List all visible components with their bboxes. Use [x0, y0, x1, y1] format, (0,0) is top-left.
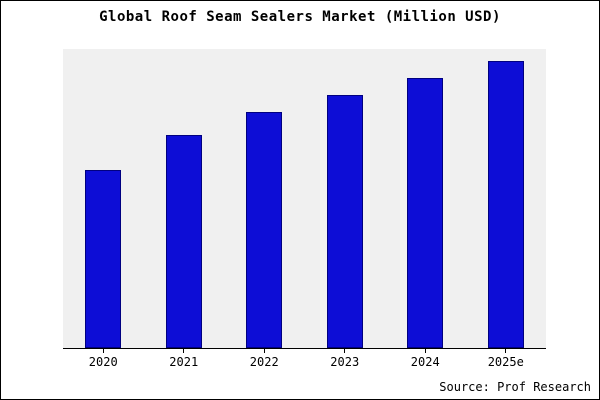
bar-column-2024	[385, 49, 466, 348]
bar-2020	[85, 169, 122, 348]
x-tick-2020: 2020	[63, 349, 144, 369]
chart-title: Global Roof Seam Sealers Market (Million…	[99, 9, 501, 25]
bar-2022	[246, 112, 283, 348]
source-credit: Source: Prof Research	[439, 380, 591, 394]
tick-mark	[505, 349, 507, 353]
x-tick-label: 2022	[249, 355, 279, 369]
bars-container	[63, 49, 546, 348]
tick-mark	[102, 349, 104, 353]
bar-column-2020	[63, 49, 144, 348]
bar-column-2025e	[466, 49, 547, 348]
bar-column-2021	[144, 49, 225, 348]
bar-2025e	[487, 60, 524, 348]
x-tick-label: 2021	[169, 355, 199, 369]
tick-mark	[424, 349, 426, 353]
bar-2023	[326, 95, 363, 348]
plot-area	[63, 49, 546, 349]
x-tick-label: 2024	[410, 355, 440, 369]
tick-mark	[183, 349, 185, 353]
bar-2024	[407, 77, 444, 348]
tick-mark	[344, 349, 346, 353]
x-tick-2024: 2024	[385, 349, 466, 369]
bar-column-2023	[305, 49, 386, 348]
x-axis-labels: 2020 2021 2022 2023 2024 2025e	[63, 349, 546, 369]
x-tick-label: 2020	[88, 355, 118, 369]
x-tick-label: 2025e	[487, 355, 524, 369]
x-tick-2023: 2023	[305, 349, 386, 369]
x-tick-2021: 2021	[144, 349, 225, 369]
tick-mark	[263, 349, 265, 353]
x-tick-2022: 2022	[224, 349, 305, 369]
bar-2021	[165, 135, 202, 348]
x-tick-label: 2023	[330, 355, 360, 369]
x-tick-2025e: 2025e	[466, 349, 547, 369]
bar-column-2022	[224, 49, 305, 348]
